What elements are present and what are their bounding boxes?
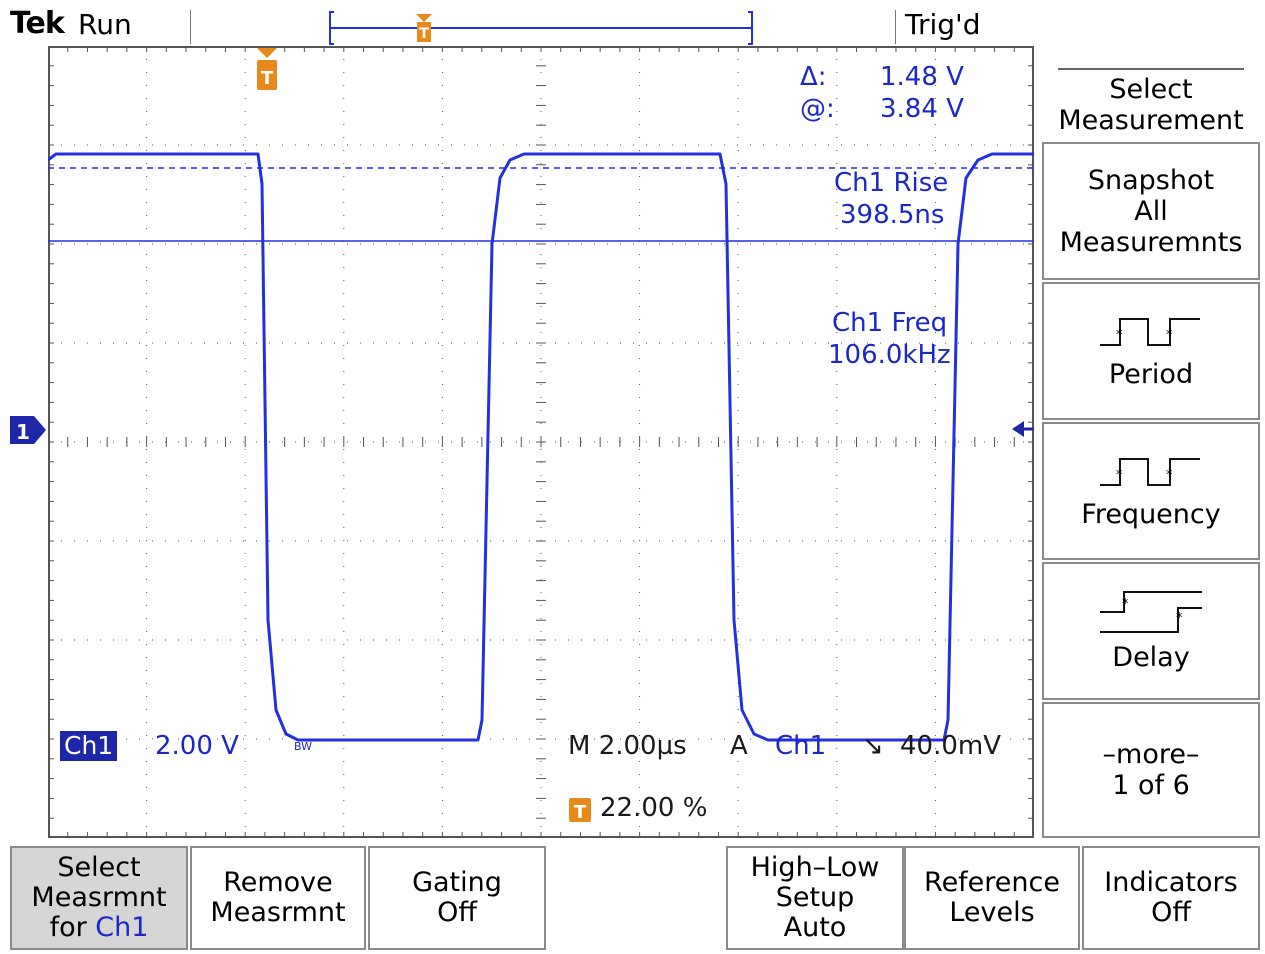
remove-measurement-button[interactable]: Remove Measrmnt [190, 846, 366, 950]
svg-text:*: * [1166, 468, 1173, 483]
trigger-position-icon: T [257, 48, 277, 90]
frequency-label: Frequency [1081, 498, 1221, 530]
svg-text:*: * [1166, 328, 1173, 343]
svg-text:*: * [1116, 328, 1123, 343]
cursor-delta-label: Δ: [800, 62, 827, 92]
brand-logo: Tek [10, 6, 65, 41]
cursor-delta-value: 1.48 V [880, 62, 964, 92]
more-button[interactable]: –more– 1 of 6 [1042, 702, 1260, 838]
ch1-vertical-scale: 2.00 V [155, 731, 239, 761]
record-trigger-icon [416, 14, 432, 42]
remove-measurement-label: Remove Measrmnt [210, 867, 346, 928]
period-button[interactable]: * * Period [1042, 282, 1260, 420]
frequency-button[interactable]: * * Frequency [1042, 422, 1260, 560]
side-menu-title: Select Measurement [1058, 74, 1244, 136]
trigger-position-readout-letter: T [574, 802, 587, 823]
trigger-position-letter: T [261, 68, 274, 89]
svg-text:*: * [1122, 597, 1129, 612]
reference-levels-label: Reference Levels [924, 867, 1060, 928]
cursor-at-label: @: [800, 94, 835, 124]
side-menu-divider [1058, 68, 1244, 70]
timebase-readout: M 2.00µs [568, 731, 687, 761]
indicators-button[interactable]: Indicators Off [1082, 846, 1260, 950]
ch1-readout-badge: Ch1 [60, 731, 118, 761]
ch1-ground-marker-label: 1 [16, 420, 30, 444]
trigger-source: Ch1 [775, 731, 827, 761]
delay-button[interactable]: * * Delay [1042, 562, 1260, 700]
snapshot-all-label: Snapshot All Measuremnts [1059, 164, 1243, 258]
bandwidth-limit-badge: BW [294, 740, 313, 753]
reference-levels-button[interactable]: Reference Levels [904, 846, 1080, 950]
status-divider [895, 10, 896, 44]
measurement-2-value: 106.0kHz [828, 340, 951, 370]
trigger-status: Trig'd [905, 8, 981, 41]
trigger-level-arrow-icon [1012, 421, 1034, 437]
graticule [48, 46, 1034, 838]
ch1-ground-marker-icon[interactable]: 1 [8, 414, 48, 446]
status-divider [190, 10, 191, 44]
trigger-level: 40.0mV [900, 731, 1002, 761]
record-position-bar[interactable]: T [320, 8, 760, 48]
select-measurement-label: Select Measrmnt for [31, 852, 167, 943]
frequency-waveform-icon: * * [1100, 457, 1200, 486]
high-low-setup-label: High–Low Setup Auto [750, 852, 880, 943]
indicators-label: Indicators Off [1104, 867, 1238, 928]
measurement-1-name: Ch1 Rise [834, 168, 949, 198]
record-trigger-letter: T [419, 26, 429, 42]
waveform-display[interactable] [48, 46, 1034, 838]
high-low-setup-button[interactable]: High–Low Setup Auto [726, 846, 904, 950]
ch1-waveform-trace [48, 152, 1034, 742]
measurement-1-value: 398.5ns [840, 200, 945, 230]
period-waveform-icon: * * [1100, 317, 1200, 346]
cursor-at-value: 3.84 V [880, 94, 964, 124]
gating-button[interactable]: Gating Off [368, 846, 546, 950]
trigger-slope-icon: ↘ [862, 731, 884, 761]
svg-text:*: * [1116, 468, 1123, 483]
snapshot-all-button[interactable]: Snapshot All Measuremnts [1042, 142, 1260, 280]
measurement-2-name: Ch1 Freq [832, 308, 948, 338]
delay-label: Delay [1112, 641, 1190, 673]
delay-waveform-icon: * * [1100, 590, 1202, 633]
svg-text:*: * [1176, 611, 1183, 626]
trigger-position-readout-icon: T [569, 798, 591, 823]
gating-label: Gating Off [412, 867, 502, 928]
more-label: –more– 1 of 6 [1102, 739, 1200, 801]
select-measurement-channel: Ch1 [95, 912, 149, 943]
trigger-position-readout: 22.00 % [600, 793, 708, 823]
trigger-mode: A [730, 731, 748, 761]
select-measurement-button[interactable]: Select Measrmnt for Ch1 [10, 846, 188, 950]
period-label: Period [1108, 358, 1194, 390]
acquisition-state: Run [78, 8, 132, 41]
